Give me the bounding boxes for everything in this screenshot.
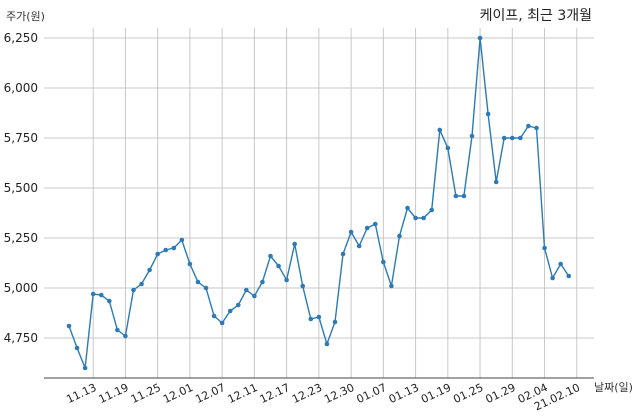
data-point: [235, 302, 241, 308]
data-point: [171, 245, 177, 251]
data-point: [123, 333, 128, 339]
data-point: [74, 345, 80, 351]
data-point: [372, 221, 378, 227]
data-point: [179, 237, 185, 243]
data-point: [66, 323, 72, 329]
data-point: [526, 123, 531, 129]
x-tick-label: 11.19: [97, 381, 131, 406]
x-tick-label: 12.23: [290, 381, 324, 406]
data-point: [82, 365, 88, 371]
data-point: [268, 253, 273, 259]
y-tick-label: 5,000: [4, 281, 38, 295]
data-point: [405, 205, 410, 211]
data-point: [421, 215, 426, 221]
y-tick-label: 4,750: [4, 331, 38, 345]
x-tick-label: 01.25: [451, 381, 485, 406]
y-axis-label: 주가(원): [6, 10, 45, 23]
data-point: [260, 279, 265, 285]
x-tick-label: 11.25: [129, 381, 163, 406]
data-point: [356, 243, 362, 249]
data-point: [147, 267, 152, 273]
data-point: [413, 215, 418, 221]
x-tick-label: 01.07: [355, 381, 389, 406]
data-point: [131, 287, 136, 293]
x-tick-label: 12.11: [226, 381, 260, 406]
data-point: [195, 279, 201, 285]
y-tick-label: 5,500: [4, 181, 38, 195]
x-tick-label: 12.17: [258, 381, 292, 406]
data-point: [501, 135, 507, 141]
data-point: [397, 233, 402, 239]
data-point: [324, 341, 330, 347]
data-point: [300, 283, 306, 289]
data-point: [115, 327, 120, 333]
data-point: [510, 135, 515, 141]
data-point: [542, 245, 547, 251]
data-point: [469, 133, 475, 139]
x-tick-label: 01.13: [387, 381, 421, 406]
data-point: [453, 193, 459, 199]
data-point: [211, 313, 217, 319]
data-point: [163, 247, 169, 253]
data-point: [244, 287, 249, 293]
data-point: [219, 320, 225, 326]
y-tick-label: 5,750: [4, 131, 38, 145]
data-point: [364, 225, 370, 231]
data-point: [155, 251, 160, 257]
y-tick-label: 5,250: [4, 231, 38, 245]
data-point: [429, 207, 435, 213]
data-point: [493, 179, 499, 185]
data-point: [227, 308, 233, 314]
data-point: [340, 251, 346, 257]
data-point: [316, 314, 322, 320]
data-point: [437, 127, 443, 133]
data-point: [389, 283, 394, 289]
data-point: [276, 263, 281, 269]
data-point: [550, 275, 555, 281]
y-tick-label: 6,250: [4, 31, 38, 45]
series-price: [66, 35, 572, 371]
x-tick-label: 01.29: [484, 381, 518, 406]
data-point: [139, 281, 144, 287]
data-point: [534, 125, 539, 131]
data-point: [381, 259, 386, 265]
y-axis-ticks: 4,750 5,000 5,250 5,500 5,750 6,000 6,250: [4, 31, 38, 345]
data-point: [348, 229, 354, 235]
data-point: [332, 319, 338, 325]
data-point: [203, 285, 209, 291]
x-axis-ticks: 11.1311.1911.2512.0112.0712.1112.1712.23…: [64, 381, 582, 413]
data-point: [308, 316, 314, 322]
data-point: [284, 277, 289, 283]
data-point: [292, 241, 297, 247]
x-tick-label: 12.01: [161, 381, 195, 406]
chart-title: 케이프, 최근 3개월: [480, 8, 592, 24]
data-point: [90, 291, 96, 297]
data-point: [566, 273, 572, 279]
data-point: [107, 298, 112, 304]
x-axis-label: 날짜(일): [594, 380, 633, 394]
data-point: [98, 292, 104, 298]
data-point: [252, 293, 257, 299]
data-point: [477, 35, 483, 41]
data-point: [558, 261, 563, 267]
x-tick-label: 12.07: [193, 381, 227, 406]
y-tick-label: 6,000: [4, 81, 38, 95]
data-point: [485, 111, 491, 117]
x-tick-label: 11.13: [64, 381, 98, 406]
data-point: [187, 261, 193, 267]
data-point: [461, 193, 467, 199]
data-point: [518, 135, 523, 141]
grid: [44, 28, 594, 378]
data-point: [445, 145, 451, 151]
x-tick-label: 12.30: [322, 381, 356, 406]
x-tick-label: 01.19: [419, 381, 453, 406]
